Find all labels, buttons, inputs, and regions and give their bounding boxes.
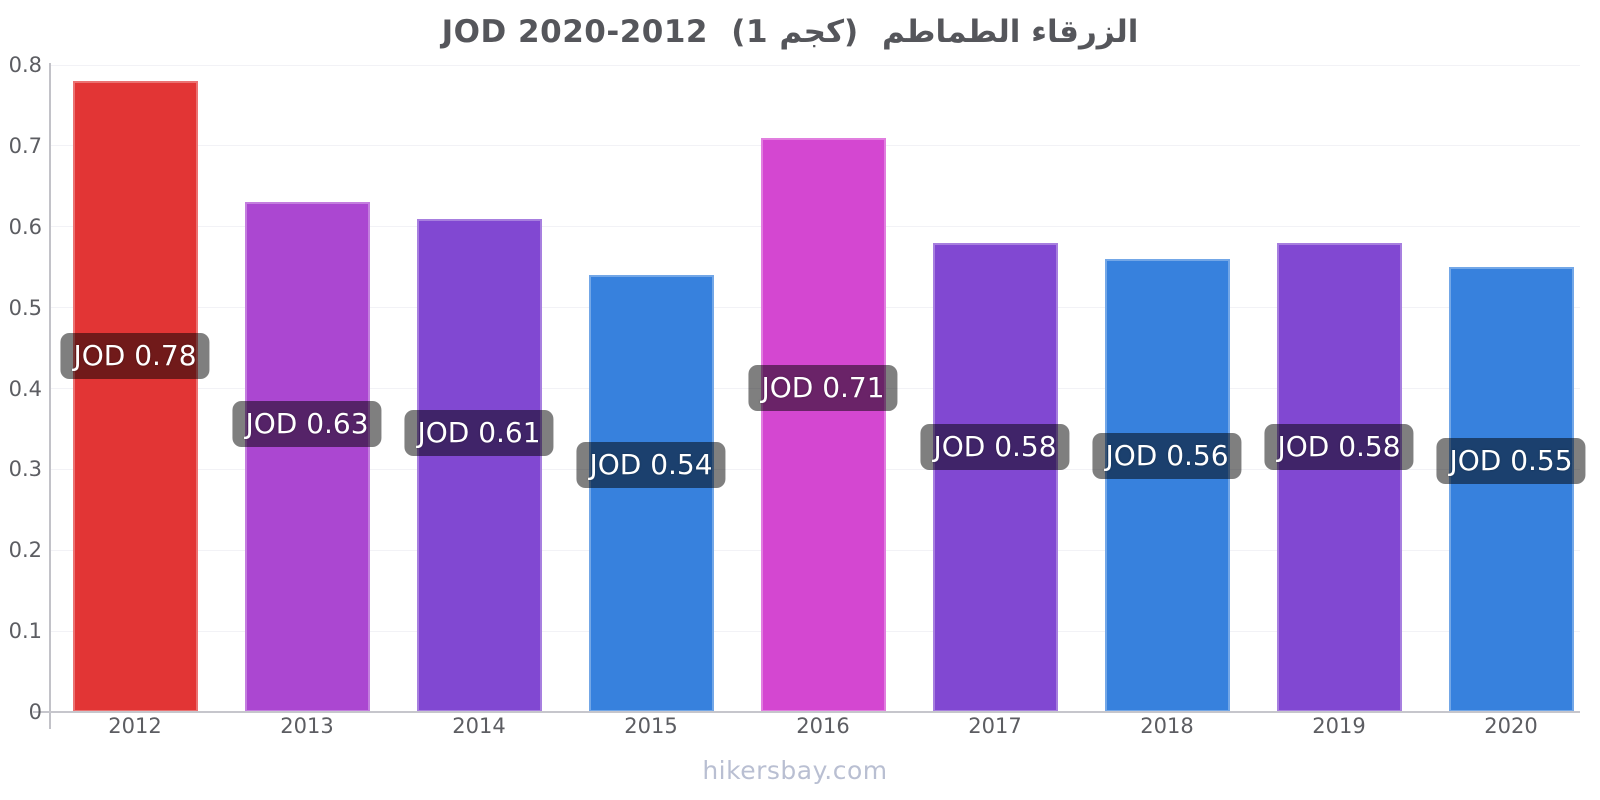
x-tick-label-2014: 2014: [452, 714, 506, 738]
y-tick-label-0.7: 0.7: [8, 133, 42, 158]
bar-2020[interactable]: [1448, 267, 1574, 712]
x-tick-label-2017: 2017: [968, 714, 1022, 738]
bar-value-label-2018: JOD 0.56: [1092, 433, 1242, 480]
y-tick-label-0.3: 0.3: [8, 457, 42, 482]
y-tick-label-0.1: 0.1: [8, 619, 42, 644]
bar-value-label-2017: JOD 0.58: [920, 423, 1070, 470]
bar-value-label-2020: JOD 0.55: [1436, 437, 1586, 484]
x-axis-line: [50, 711, 1580, 713]
y-tick-label-0.4: 0.4: [8, 376, 42, 401]
x-tick-label-2019: 2019: [1312, 714, 1366, 738]
chart-title-currency-years: JOD 2020-2012: [441, 14, 708, 50]
y-tick-label-0: 0: [28, 700, 42, 724]
bar-2013[interactable]: [244, 202, 370, 712]
bar-2016[interactable]: [760, 137, 886, 712]
bar-value-label-2013: JOD 0.63: [232, 401, 382, 448]
y-tick-label-0.6: 0.6: [8, 214, 42, 239]
bar-2017[interactable]: [932, 242, 1058, 712]
y-axis-zero-tick: [33, 711, 50, 713]
bar-value-label-2014: JOD 0.61: [404, 410, 554, 457]
chart-title: JOD 2020-2012 (1 كجم) الزرقاء الطماطم: [0, 14, 1580, 50]
y-axis-line: [49, 63, 51, 729]
bar-2015[interactable]: [588, 275, 714, 712]
bar-2018[interactable]: [1104, 259, 1230, 712]
x-tick-label-2012: 2012: [108, 714, 162, 738]
x-tick-label-2020: 2020: [1484, 714, 1538, 738]
chart-title-arabic: الزرقاء الطماطم: [881, 14, 1139, 50]
bar-2012[interactable]: [72, 81, 198, 712]
bar-value-label-2012: JOD 0.78: [60, 332, 210, 379]
x-tick-label-2018: 2018: [1140, 714, 1194, 738]
footer-watermark: hikersbay.com: [702, 756, 888, 785]
x-tick-label-2015: 2015: [624, 714, 678, 738]
chart-title-unit: (1 كجم): [731, 14, 859, 50]
bar-value-label-2019: JOD 0.58: [1264, 423, 1414, 470]
y-tick-label-0.5: 0.5: [8, 295, 42, 320]
bar-value-label-2015: JOD 0.54: [576, 442, 726, 489]
x-tick-label-2016: 2016: [796, 714, 850, 738]
bar-value-label-2016: JOD 0.71: [748, 364, 898, 411]
x-tick-label-2013: 2013: [280, 714, 334, 738]
bar-2014[interactable]: [416, 218, 542, 712]
y-tick-label-0.8: 0.8: [8, 53, 42, 77]
y-tick-label-0.2: 0.2: [8, 538, 42, 563]
gridline-0.8: [51, 64, 1580, 66]
bar-2019[interactable]: [1276, 242, 1402, 712]
